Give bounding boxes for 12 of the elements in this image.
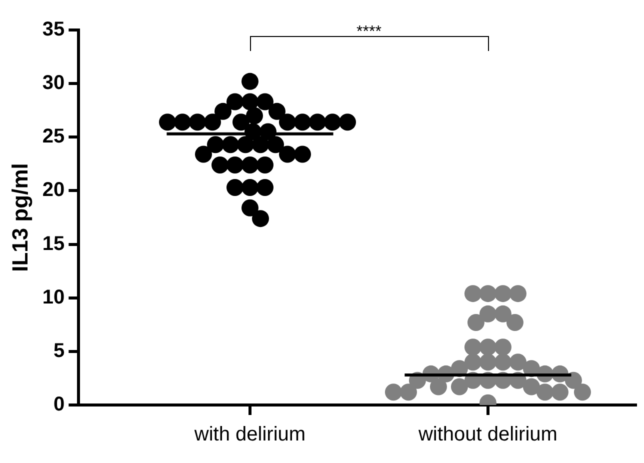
x-tick-label: without delirium [417, 424, 558, 446]
y-tick-label: 15 [42, 232, 65, 255]
y-axis-title: IL13 pg/ml [7, 163, 32, 272]
x-tick-label: with delirium [193, 424, 306, 446]
y-tick-label: 5 [54, 340, 65, 362]
y-tick-label: 35 [42, 18, 65, 41]
y-tick-label: 30 [42, 72, 65, 94]
y-tick-label: 20 [42, 179, 65, 202]
y-tick-label: 0 [54, 394, 65, 416]
y-tick-label: 25 [42, 126, 65, 148]
annotation: **** [356, 23, 382, 40]
y-tick-label: 10 [42, 286, 65, 308]
